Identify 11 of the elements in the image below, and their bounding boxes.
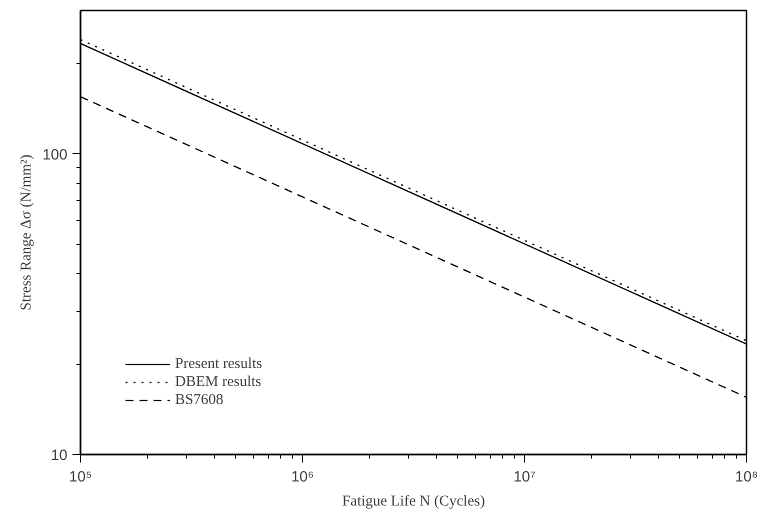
- y-axis-title: Stress Range Δσ (N/mm²): [18, 154, 34, 310]
- x-tick-label: 10⁵: [69, 468, 92, 486]
- x-tick-label: 10⁸: [734, 468, 758, 486]
- y-tick-label: 10: [50, 447, 68, 464]
- legend-label: Present results: [175, 355, 262, 373]
- legend-label: DBEM results: [175, 373, 262, 391]
- x-axis-title: Fatigue Life N (Cycles): [342, 494, 485, 510]
- y-tick-label: 100: [42, 146, 68, 164]
- x-tick-label: 10⁷: [513, 468, 536, 486]
- legend-label: BS7608: [175, 391, 224, 409]
- x-tick-label: 10⁶: [291, 468, 314, 486]
